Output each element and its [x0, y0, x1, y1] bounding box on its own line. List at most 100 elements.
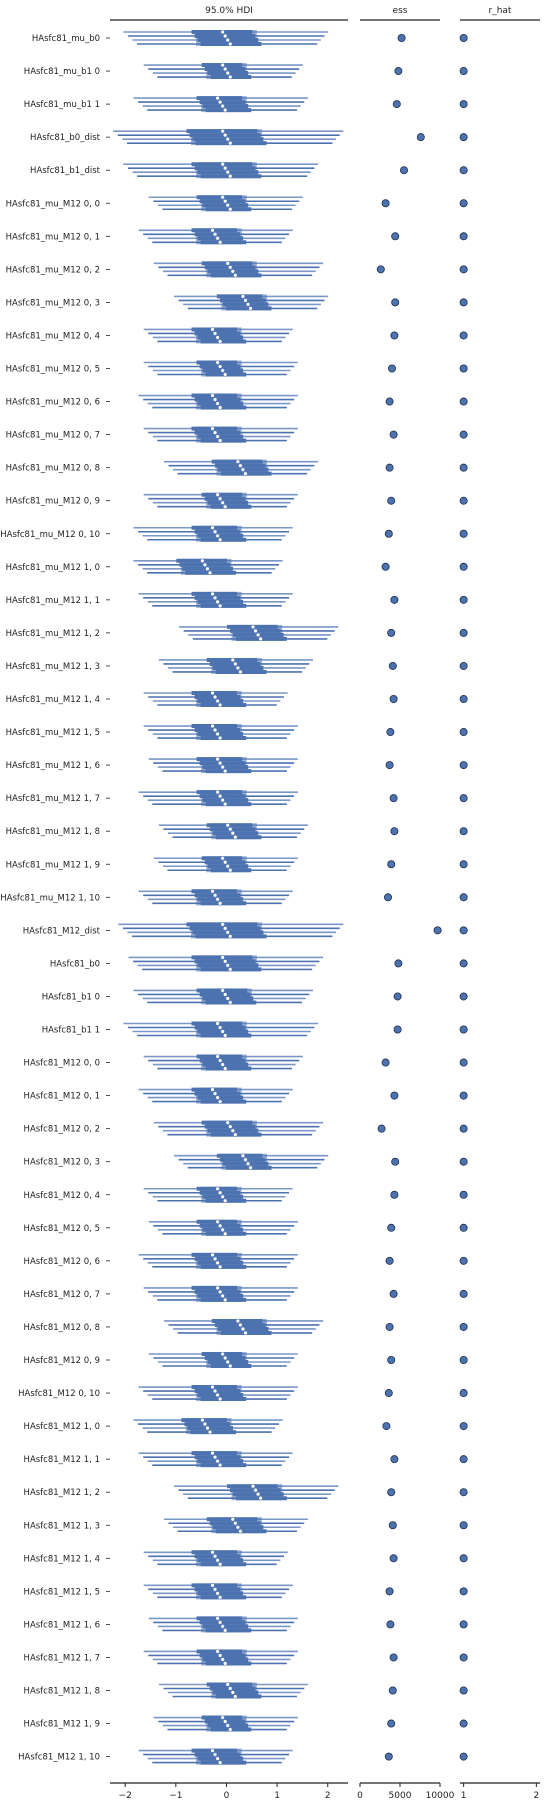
- x-tick-label: 2: [325, 1791, 331, 1801]
- iqr-band: [201, 1186, 242, 1203]
- median-marker: [212, 1752, 218, 1757]
- median-marker: [217, 405, 223, 410]
- rhat-point: [459, 1422, 468, 1431]
- ess-point: [389, 1289, 398, 1298]
- rhat-point: [459, 232, 468, 241]
- rhat-point: [459, 133, 468, 142]
- ess-point: [388, 661, 397, 670]
- row-label: HAsfc81_mu_M12 1, 0: [6, 563, 100, 573]
- row-label: HAsfc81_mu_M12 0, 1: [6, 232, 100, 242]
- median-marker: [212, 397, 218, 402]
- median-marker: [228, 934, 233, 939]
- rhat-point: [459, 298, 468, 307]
- row-label: HAsfc81_mu_M12 1, 3: [6, 662, 100, 672]
- median-marker: [215, 1219, 220, 1224]
- median-marker: [212, 694, 218, 700]
- median-marker: [243, 1330, 248, 1336]
- iqr-band: [201, 757, 247, 774]
- ess-point: [397, 34, 406, 43]
- iqr-band: [185, 1418, 232, 1435]
- median-marker: [235, 1525, 241, 1530]
- median-marker: [223, 1297, 228, 1303]
- median-marker: [212, 1455, 218, 1460]
- median-marker: [215, 1392, 220, 1398]
- median-marker: [220, 955, 225, 960]
- median-marker: [217, 438, 223, 443]
- row-label: HAsfc81_mu_M12 0, 8: [6, 464, 100, 474]
- rhat-point: [459, 1389, 468, 1398]
- row-label: HAsfc81_mu_M12 1, 2: [6, 629, 100, 639]
- ess-point: [389, 1653, 398, 1662]
- median-marker: [223, 1661, 228, 1666]
- median-marker: [212, 232, 218, 237]
- rhat-point: [459, 529, 468, 538]
- iqr-band: [201, 1054, 247, 1071]
- rhat-point: [459, 1058, 468, 1067]
- median-marker: [223, 992, 228, 997]
- median-marker: [223, 166, 228, 171]
- median-marker: [217, 735, 223, 741]
- median-marker: [215, 434, 220, 439]
- median-marker: [212, 1388, 218, 1394]
- median-marker: [207, 570, 213, 575]
- x-tick-label: 2: [533, 1791, 539, 1801]
- iqr-band: [206, 1715, 247, 1732]
- x-tick-label: −1: [169, 1791, 182, 1801]
- median-marker: [217, 1595, 223, 1600]
- median-marker: [220, 1657, 225, 1662]
- row-label: HAsfc81_M12 0, 9: [24, 1356, 100, 1366]
- median-marker: [220, 500, 225, 505]
- iqr-band: [196, 591, 242, 608]
- row-label: HAsfc81_M12 1, 10: [18, 1753, 100, 1763]
- rhat-point: [459, 1025, 468, 1034]
- ess-point: [390, 1455, 399, 1464]
- ess-point: [394, 67, 403, 76]
- iqr-band: [201, 1649, 247, 1666]
- ess-point: [387, 1356, 396, 1365]
- row-label: HAsfc81_b1 0: [42, 992, 100, 1002]
- row-label: HAsfc81_mu_M12 0, 3: [6, 298, 100, 308]
- median-marker: [235, 1318, 241, 1324]
- median-marker: [233, 661, 238, 667]
- x-tick-label: 10000: [426, 1791, 455, 1801]
- iqr-band: [201, 790, 247, 807]
- row-label: HAsfc81_mu_M12 1, 7: [6, 794, 100, 804]
- median-marker: [223, 1033, 228, 1038]
- iqr-band: [196, 691, 242, 707]
- median-marker: [223, 802, 228, 807]
- iqr-band: [201, 1616, 247, 1633]
- median-marker: [210, 591, 215, 596]
- row-label: HAsfc81_mu_M12 0, 5: [6, 365, 100, 375]
- median-marker: [217, 496, 223, 501]
- ess-point: [391, 298, 400, 307]
- iqr-band: [196, 525, 242, 542]
- rhat-point: [459, 1356, 468, 1365]
- row-label: HAsfc81_mu_M12 0, 2: [6, 265, 100, 275]
- row-label: HAsfc81_M12 0, 10: [18, 1389, 100, 1399]
- median-marker: [212, 727, 218, 733]
- median-marker: [228, 207, 233, 212]
- row-label: HAsfc81_M12 1, 8: [24, 1687, 100, 1697]
- x-tick-label: 1: [461, 1791, 467, 1801]
- median-marker: [215, 335, 220, 340]
- rhat-point: [459, 1686, 468, 1695]
- row-label: HAsfc81_mu_M12 1, 8: [6, 827, 100, 837]
- median-marker: [200, 1417, 205, 1423]
- ess-point: [390, 1091, 399, 1100]
- iqr-band: [196, 1583, 242, 1600]
- median-marker: [230, 1128, 235, 1133]
- row-label: HAsfc81_mu_M12 0, 6: [6, 398, 100, 408]
- median-marker: [223, 768, 228, 774]
- ess-point: [384, 1389, 393, 1398]
- median-marker: [220, 368, 225, 373]
- median-marker: [235, 459, 241, 464]
- median-marker: [212, 430, 218, 435]
- median-marker: [215, 1095, 220, 1100]
- iqr-band: [196, 1285, 242, 1302]
- rhat-point: [459, 1455, 468, 1464]
- median-marker: [225, 1120, 230, 1125]
- median-marker: [228, 41, 233, 47]
- iqr-band: [201, 360, 242, 377]
- median-marker: [217, 901, 223, 906]
- ess-point: [381, 199, 390, 208]
